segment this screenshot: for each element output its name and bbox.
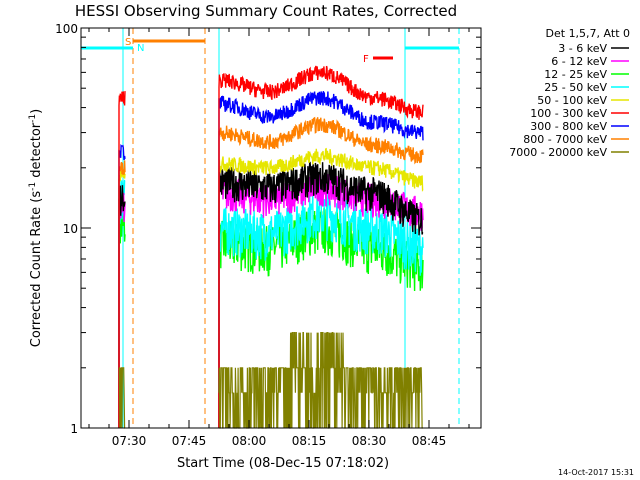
series-trace-6	[218, 91, 424, 428]
legend-entry-label: 7000 - 20000 keV	[509, 146, 607, 159]
legend-entry-label: 25 - 50 keV	[544, 81, 607, 94]
x-tick-label: 07:45	[172, 434, 207, 448]
legend-entry-label: 12 - 25 keV	[544, 68, 607, 81]
series-trace-7	[218, 116, 424, 428]
x-axis-label: Start Time (08-Dec-15 07:18:02)	[177, 456, 389, 471]
series-trace-5	[218, 65, 424, 428]
plot-area: SN F	[81, 28, 460, 429]
y-label-sup: -1	[28, 182, 38, 191]
y-label-sup: -1	[28, 114, 38, 123]
legend-entry-label: 6 - 12 keV	[551, 55, 607, 68]
x-tick-label: 08:45	[412, 434, 447, 448]
y-axis-label: Corrected Count Rate (s-1 detector-1)	[28, 109, 44, 347]
legend-entry-label: 800 - 7000 keV	[523, 133, 607, 146]
y-tick-label: 10	[63, 222, 78, 236]
series-trace-8	[218, 332, 423, 429]
series-trace-0	[218, 161, 424, 428]
axes-frame: 07:30 07:45 08:00 08:15 08:30 08:45 1 10 100	[55, 22, 482, 448]
chart-title: HESSI Observing Summary Count Rates, Cor…	[75, 2, 457, 20]
series-trace-8	[118, 367, 126, 429]
legend-entry-label: 100 - 300 keV	[530, 107, 607, 120]
legend-entry-label: 50 - 100 keV	[537, 94, 607, 107]
night-label: N	[137, 43, 144, 54]
y-tick-label: 100	[55, 22, 78, 36]
flare-label: F	[363, 54, 369, 65]
footer-timestamp: 14-Oct-2017 15:31	[558, 468, 634, 477]
x-tick-label: 08:15	[292, 434, 327, 448]
saa-label: S	[125, 37, 131, 48]
x-tick-label: 08:30	[352, 434, 387, 448]
x-tick-label: 07:30	[112, 434, 147, 448]
x-tick-label: 08:00	[232, 434, 267, 448]
y-tick-label: 1	[70, 422, 78, 436]
y-label-part: Corrected Count Rate (s	[29, 191, 44, 348]
y-label-part: )	[29, 109, 44, 114]
legend-title: Det 1,5,7, Att 0	[546, 27, 630, 40]
y-label-part: detector	[29, 122, 44, 182]
series-trace-4	[218, 147, 424, 428]
legend-entry-label: 300 - 800 keV	[530, 120, 607, 133]
series-trace-5	[118, 91, 126, 428]
legend-entry-label: 3 - 6 keV	[558, 42, 607, 55]
